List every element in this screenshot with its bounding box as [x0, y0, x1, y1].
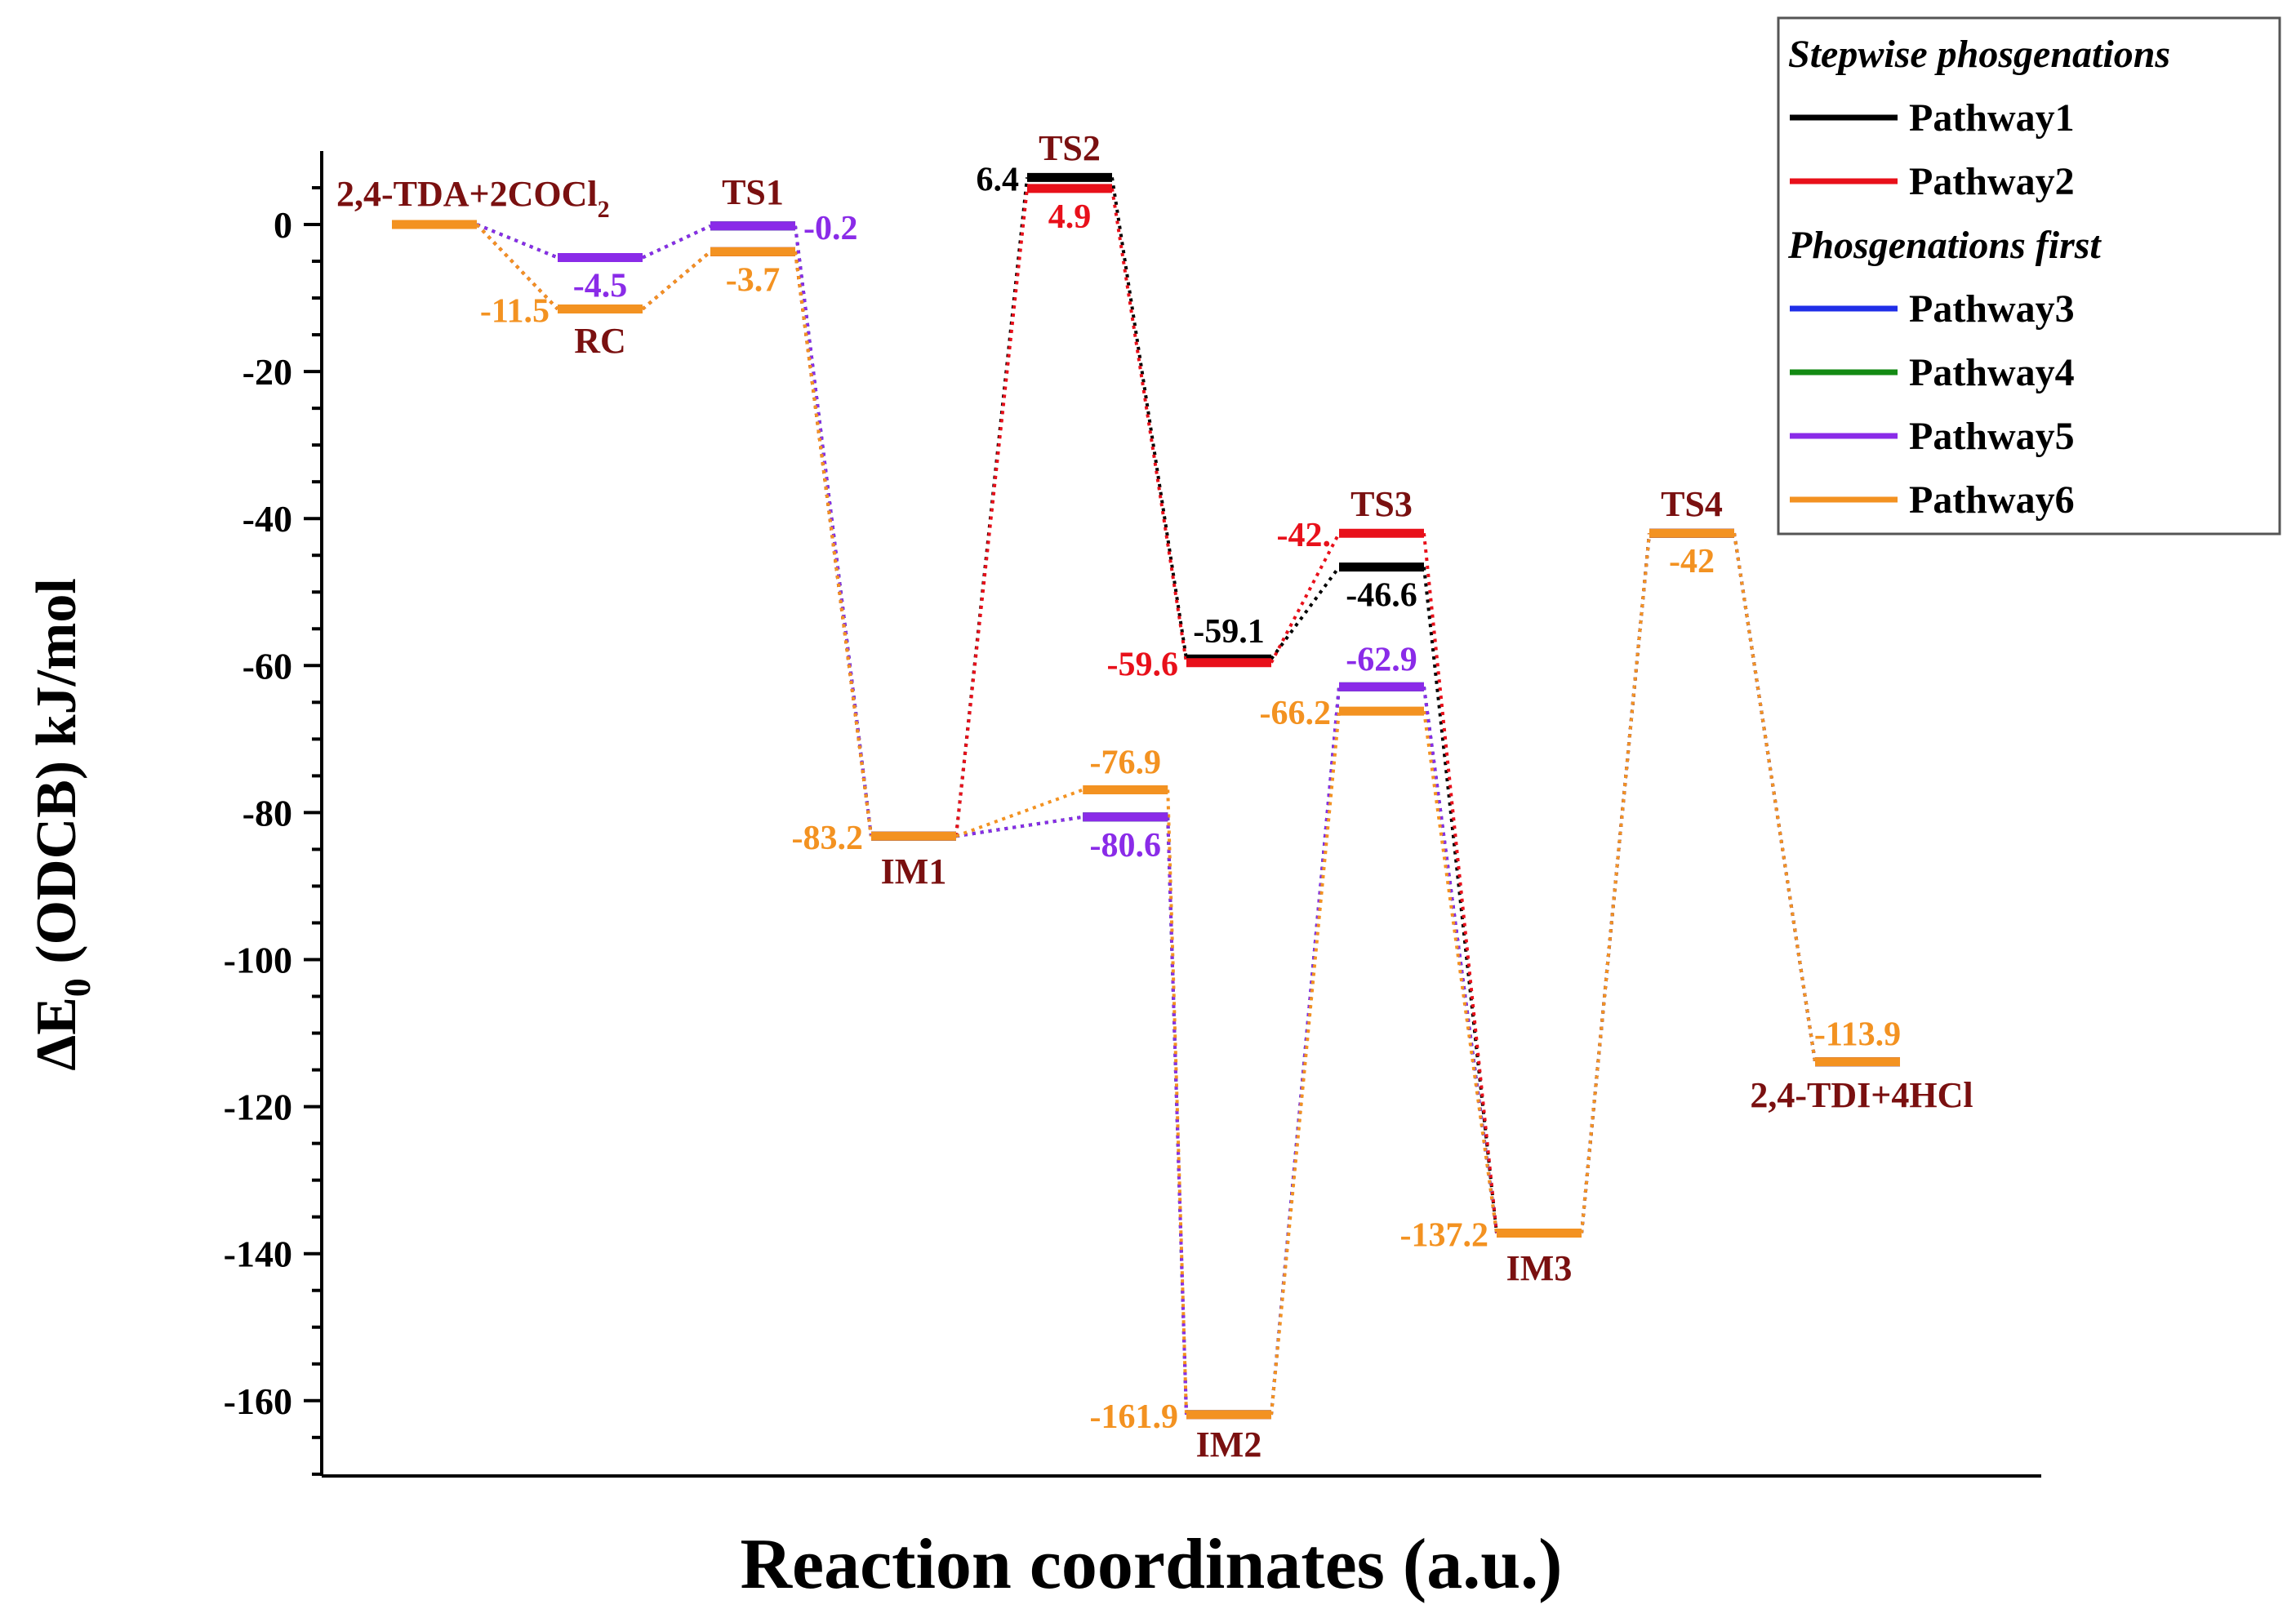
- legend-label-pathway5: Pathway5: [1909, 415, 2075, 458]
- state-label-ts4: TS4: [1661, 484, 1723, 524]
- value-label: 4.9: [1048, 198, 1092, 236]
- value-label: -4.5: [573, 268, 628, 305]
- connector-pathway6: [1166, 789, 1188, 1415]
- legend-label-pathway3: Pathway3: [1909, 287, 2075, 331]
- value-label: -3.7: [726, 261, 781, 299]
- connector-pathway6: [1733, 532, 1817, 1062]
- connector-pathway5: [955, 815, 1083, 838]
- value-label: -113.9: [1814, 1016, 1901, 1054]
- state-labels: 2,4-TDA+2COCl2 RC TS1 IM1 TS2 IM2 TS3 IM3 TS4 2,4…: [336, 128, 1973, 1465]
- connector-pathway6: [641, 250, 712, 311]
- y-tick-label: -140: [224, 1234, 292, 1275]
- legend-label-pathway1: Pathway1: [1909, 96, 2075, 140]
- connector-pathway2: [1110, 188, 1188, 664]
- legend-label-pathway6: Pathway6: [1909, 478, 2075, 522]
- connector-pathway2: [1733, 532, 1817, 1062]
- state-label-rc: RC: [574, 321, 626, 361]
- y-axis-title-rest: (ODCB) kJ/mol: [25, 578, 88, 978]
- legend: Stepwise phosgenations Pathway1 Pathway2 Ph…: [1777, 16, 2281, 536]
- connector-pathway4: [1733, 532, 1817, 1062]
- state-label-ts3: TS3: [1350, 484, 1413, 524]
- connector-pathway5: [1422, 687, 1498, 1234]
- x-axis-title: Reaction coordinates (a.u.): [741, 1525, 1563, 1604]
- legend-label-pathway4: Pathway4: [1909, 351, 2075, 394]
- y-tick-label: -40: [243, 498, 292, 540]
- state-label-start: 2,4-TDA+2COCl2: [336, 174, 610, 223]
- connector-pathway5: [476, 223, 558, 260]
- state-label-ts2: TS2: [1039, 128, 1101, 168]
- value-label: -83.2: [792, 820, 864, 857]
- y-axis: 0 -20 -40 -60 -80 -100 -120 -140 -160: [224, 151, 2041, 1478]
- connector-pathway6: [1422, 710, 1498, 1234]
- energy-levels: [392, 172, 1900, 1420]
- value-label: -42: [1669, 543, 1715, 580]
- connector-pathway2: [954, 188, 1029, 837]
- state-label-ts1: TS1: [722, 172, 784, 212]
- connector-pathway5: [642, 224, 711, 260]
- connector-pathway1: [1733, 532, 1817, 1062]
- value-label: -161.9: [1090, 1398, 1179, 1436]
- value-label: 6.4: [977, 161, 1020, 198]
- y-tick-label: -20: [243, 351, 292, 393]
- connector-pathway6: [794, 251, 873, 837]
- state-label-im1: IM1: [881, 851, 947, 891]
- y-axis-title-main: ΔE: [25, 997, 88, 1071]
- value-label: -137.2: [1400, 1216, 1489, 1254]
- connector-pathway6: [1270, 710, 1341, 1416]
- y-tick-label: -100: [224, 940, 292, 981]
- connector-pathway2: [1422, 533, 1498, 1234]
- connector-pathway5: [794, 225, 873, 837]
- value-label: -76.9: [1090, 744, 1162, 781]
- state-label-im2: IM2: [1196, 1425, 1262, 1465]
- y-axis-title-sub: 0: [56, 978, 98, 997]
- value-label: -59.1: [1193, 613, 1265, 651]
- connector-pathway5: [1733, 532, 1817, 1062]
- y-tick-label: -60: [243, 645, 292, 687]
- connector-pathway3: [1733, 532, 1817, 1062]
- y-axis-title: ΔE0 (ODCB) kJ/mol: [25, 578, 98, 1071]
- y-tick-label: 0: [274, 204, 292, 246]
- value-label: -66.2: [1260, 695, 1332, 732]
- connector-pathway6: [1580, 533, 1651, 1234]
- legend-label-pathway2: Pathway2: [1909, 160, 2075, 203]
- value-label: -80.6: [1090, 827, 1162, 865]
- connector-pathway1: [1422, 567, 1498, 1234]
- value-label: -0.2: [803, 210, 858, 247]
- value-label: -59.6: [1107, 647, 1179, 684]
- connector-pathway6: [475, 223, 559, 310]
- pathway-connectors: [475, 177, 1817, 1416]
- connector-pathway6: [955, 788, 1083, 838]
- y-tick-label: -160: [224, 1380, 292, 1422]
- value-label: -11.5: [480, 293, 550, 331]
- legend-heading: Phosgenations first: [1787, 224, 2102, 267]
- value-label: -46.6: [1346, 577, 1417, 615]
- value-label: -62.9: [1346, 641, 1417, 678]
- connector-pathway1: [1270, 566, 1341, 660]
- value-labels: -4.5 -11.5 -0.2 -3.7 -83.2 6.4 4.9 -76.9 -80.6 -5…: [480, 161, 1901, 1436]
- value-label: -42.: [1277, 517, 1332, 554]
- legend-box: [1777, 16, 2281, 536]
- y-tick-label: -120: [224, 1087, 292, 1128]
- connector-pathway5: [1270, 687, 1341, 1416]
- state-label-im3: IM3: [1506, 1248, 1573, 1288]
- y-tick-label: -80: [243, 792, 292, 833]
- legend-heading: Stepwise phosgenations: [1788, 33, 2170, 76]
- state-label-end: 2,4-TDI+4HCl: [1750, 1075, 1973, 1115]
